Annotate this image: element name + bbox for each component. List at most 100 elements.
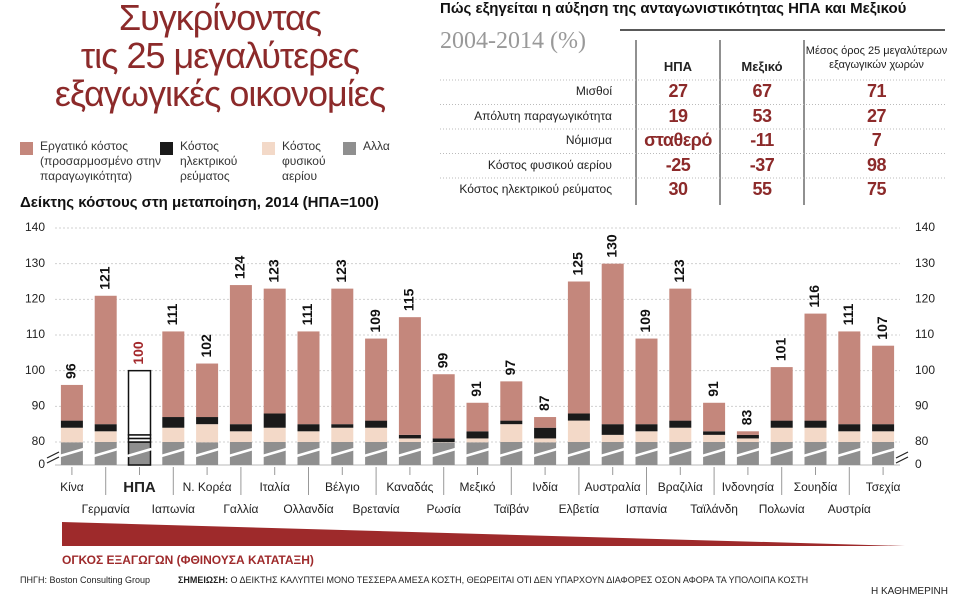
x-tick-label: Βέλγιο: [325, 480, 360, 494]
legend-swatch: [20, 142, 33, 155]
bar-segment: [466, 402, 489, 432]
title-line: Συγκρίνοντας: [118, 0, 322, 38]
x-tick-label: Ινδονησία: [722, 480, 774, 494]
bar-segment: [398, 438, 421, 442]
bar-segment: [229, 431, 252, 442]
legend-swatch: [160, 142, 173, 155]
y-tick-label: 80: [32, 434, 46, 448]
break-slash: [363, 447, 389, 458]
axis-break: [895, 456, 909, 464]
legend-label: Αλλα: [363, 139, 390, 153]
y-tick-label-right: 120: [915, 292, 935, 306]
table-value: -37: [749, 154, 775, 175]
total-label: 101: [772, 338, 788, 362]
x-tick-label: Ιταλία: [259, 480, 290, 494]
x-tick-label: Ταϊλάνδη: [690, 502, 738, 516]
bar-segment: [60, 420, 83, 428]
bar-segment: [770, 427, 793, 442]
note-text: Ο ΔΕΙΚΤΗΣ ΚΑΛΥΠΤΕΙ ΜΟΝΟ ΤΕΣΣΕΡΑ ΑΜΕΣΑ ΚΟ…: [228, 575, 809, 585]
table-value: 67: [752, 81, 772, 101]
x-tick-label: Τσεχία: [866, 480, 901, 494]
break-slash: [701, 447, 727, 458]
bar-segment: [196, 424, 219, 443]
column-header: Μεξικό: [741, 59, 783, 74]
bar-segment: [635, 431, 658, 442]
legend-swatch: [343, 142, 356, 155]
break-slash: [262, 447, 288, 458]
break-slash: [870, 447, 896, 458]
total-label: 111: [840, 303, 856, 325]
total-label: 123: [671, 259, 687, 283]
bar-segment: [736, 431, 759, 435]
break-slash: [397, 447, 423, 458]
y-tick-label: 110: [26, 327, 45, 341]
x-tick-label: Κίνα: [60, 480, 84, 494]
bar-segment: [601, 434, 624, 442]
bar-segment: [229, 285, 252, 425]
table-value: σταθερό: [644, 130, 712, 150]
bar-segment: [770, 367, 793, 421]
break-slash: [769, 447, 795, 458]
bar-segment: [365, 427, 388, 442]
source: ΠΗΓΗ: Boston Consulting Group: [20, 575, 151, 585]
bar-segment: [196, 363, 219, 418]
row-label: Απόλυτη παραγωγικότητα: [474, 108, 612, 123]
total-label: 111: [299, 303, 315, 325]
annotation: ΟΓΚΟΣ ΕΞΑΓΩΓΩΝ (ΦΘΙΝΟΥΣΑ ΚΑΤΑΤΑΞΗ): [62, 553, 314, 567]
break-slash: [600, 447, 626, 458]
bar-segment: [331, 288, 354, 425]
axis-break: [895, 451, 909, 459]
y-tick-label: 140: [25, 220, 45, 234]
legend-label: Κόστος φυσικού αερίου: [282, 139, 326, 183]
y-tick-label: 0: [38, 457, 45, 471]
bar-segment: [872, 424, 895, 432]
bar-segment: [263, 288, 286, 414]
bar-segment: [635, 424, 658, 432]
axis-break: [46, 456, 60, 464]
legend-label: Κόστος ηλεκτρικού ρεύματος: [180, 139, 238, 183]
break-slash: [127, 447, 152, 458]
break-slash: [566, 447, 592, 458]
x-tick-label: Ελβετία: [559, 502, 600, 516]
table-value: 19: [668, 105, 688, 126]
bar-segment: [466, 431, 489, 439]
column-header: ΗΠΑ: [663, 59, 693, 74]
bar-segment: [229, 424, 252, 432]
bar-segment: [60, 427, 83, 443]
bar-segment: [263, 413, 286, 428]
bar-segment: [297, 331, 320, 425]
bar-segment: [534, 427, 557, 439]
table-value: 27: [668, 81, 688, 101]
break-slash: [465, 447, 490, 458]
y-tick-label: 90: [32, 399, 46, 413]
bar-segment: [770, 420, 793, 428]
bar-segment: [263, 427, 286, 442]
break-slash: [532, 447, 558, 458]
break-slash: [667, 447, 693, 458]
break-slash: [836, 447, 862, 458]
credit: Η ΚΑΘΗΜΕΡΙΝΗ: [870, 586, 948, 597]
total-label: 102: [198, 334, 214, 358]
bar-segment: [804, 427, 827, 442]
y-tick-label: 100: [25, 363, 45, 377]
break-slash: [59, 447, 85, 458]
x-tick-label: Γαλλία: [223, 502, 258, 516]
total-label: 97: [502, 360, 518, 376]
bar-segment: [432, 374, 455, 439]
bar-segment: [703, 402, 726, 432]
note-label: ΣΗΜΕΙΩΣΗ:: [178, 575, 229, 585]
bar-segment: [872, 345, 895, 425]
table-value: 55: [752, 179, 772, 199]
bar-segment: [669, 420, 692, 428]
total-label: 99: [434, 352, 450, 368]
break-slash: [803, 447, 828, 458]
bar-segment: [297, 424, 320, 432]
bar-segment: [703, 434, 726, 442]
total-label: 121: [96, 266, 112, 290]
x-tick-label: Ρωσία: [427, 502, 461, 516]
x-tick-label: Αυστραλία: [585, 480, 641, 494]
bar-segment: [669, 427, 692, 442]
row-label: Μισθοί: [575, 84, 612, 98]
